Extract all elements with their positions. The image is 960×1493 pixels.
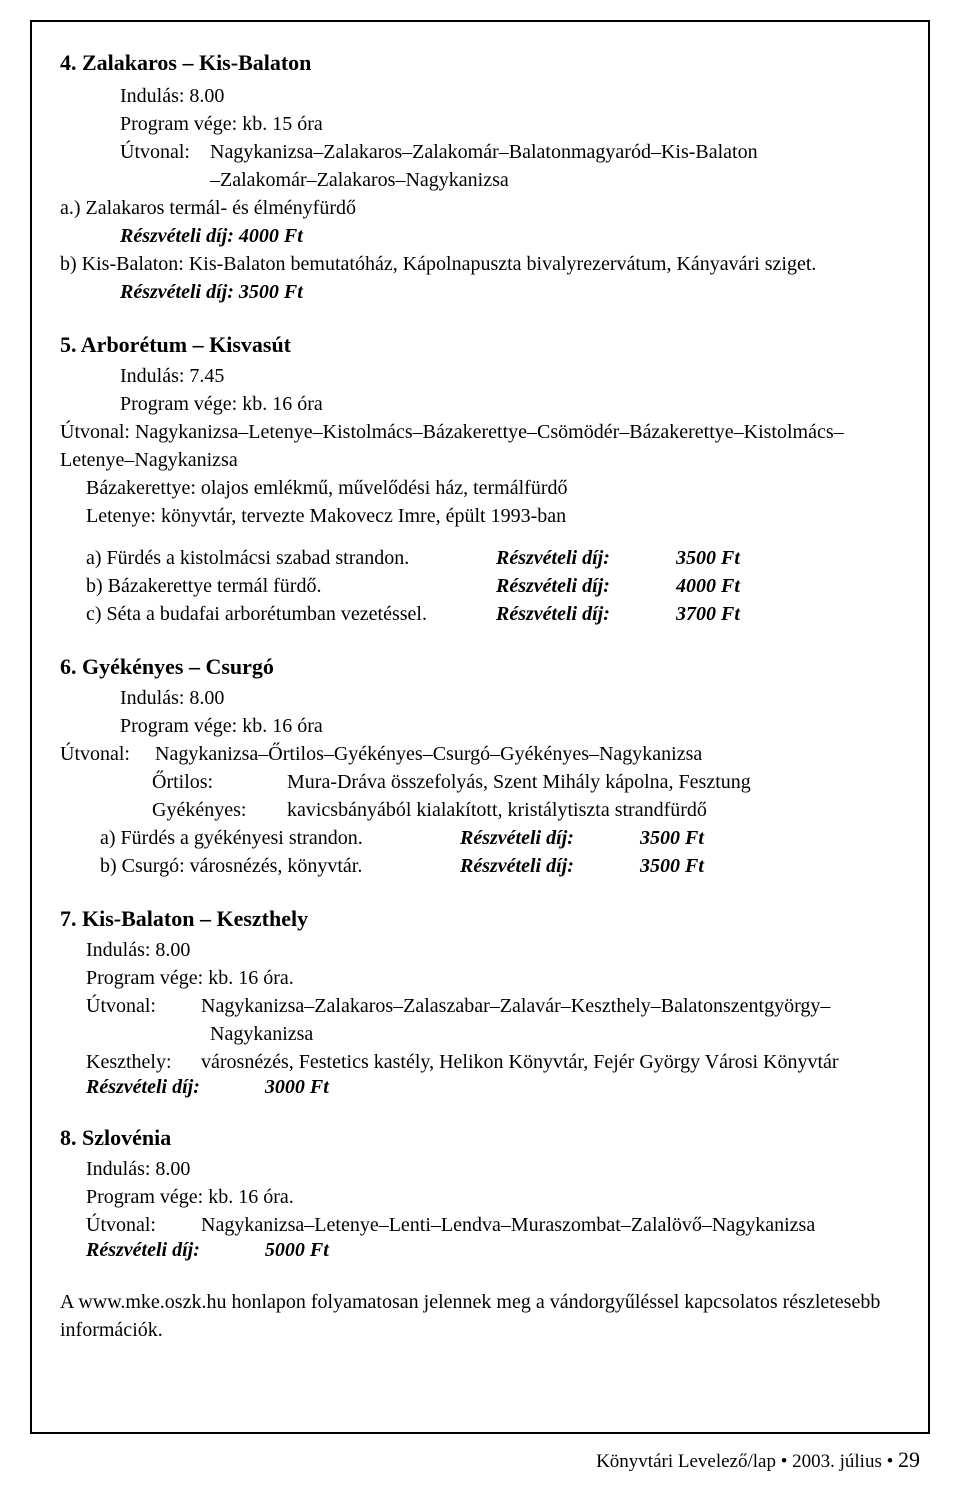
page: 4. Zalakaros – Kis-Balaton Indulás: 8.00… bbox=[0, 0, 960, 1493]
s6-route-label: Útvonal: bbox=[60, 743, 130, 765]
s5-note1: Bázakerettye: olajos emlékmű, művelődési… bbox=[86, 474, 900, 502]
s7-fee-amount: 3000 Ft bbox=[265, 1076, 329, 1098]
s8-route-text: Nagykanizsa–Letenye–Lenti–Lendva–Muraszo… bbox=[201, 1214, 815, 1236]
section-8: 8. Szlovénia Indulás: 8.00 Program vége:… bbox=[60, 1125, 900, 1262]
s5-route: Útvonal: Nagykanizsa–Letenye–Kistolmács–… bbox=[60, 418, 900, 474]
s5-option-a-row: a) Fürdés a kistolmácsi szabad strandon.… bbox=[86, 544, 900, 572]
s7-keszt-text: városnézés, Festetics kastély, Helikon K… bbox=[201, 1051, 839, 1073]
s5-option-a-amount: 3500 Ft bbox=[676, 544, 796, 572]
s4-route-line2: –Zalakomár–Zalakaros–Nagykanizsa bbox=[210, 166, 900, 194]
s8-departure: Indulás: 8.00 bbox=[86, 1155, 900, 1183]
s6-program-end: Program vége: kb. 16 óra bbox=[120, 712, 900, 740]
s7-keszthely-line: Keszthely: városnézés, Festetics kastély… bbox=[86, 1048, 900, 1076]
s5-option-c-fee-label: Részvételi díj: bbox=[496, 600, 676, 628]
s6-departure: Indulás: 8.00 bbox=[120, 684, 900, 712]
s6-option-b-row: b) Csurgó: városnézés, könyvtár. Részvét… bbox=[100, 852, 900, 880]
s8-fee-label: Részvételi díj: bbox=[86, 1239, 200, 1261]
s7-fee-label: Részvételi díj: bbox=[86, 1076, 200, 1098]
s8-fee-amount: 5000 Ft bbox=[265, 1239, 329, 1261]
s4-route-text1: Nagykanizsa–Zalakaros–Zalakomár–Balatonm… bbox=[210, 141, 758, 163]
section-4: 4. Zalakaros – Kis-Balaton Indulás: 8.00… bbox=[60, 50, 900, 306]
s7-fee-line: Részvételi díj: 3000 Ft bbox=[86, 1076, 900, 1099]
s6-gyek-text: kavicsbányából kialakított, kristálytisz… bbox=[287, 799, 707, 821]
s4-route-label: Útvonal: bbox=[120, 141, 190, 163]
section-5: 5. Arborétum – Kisvasút Indulás: 7.45 Pr… bbox=[60, 332, 900, 628]
s4-fee-a: Részvételi díj: 4000 Ft bbox=[120, 222, 900, 250]
section-7-title: 7. Kis-Balaton – Keszthely bbox=[60, 906, 900, 932]
s7-route-label: Útvonal: bbox=[86, 992, 196, 1020]
s6-option-b-amount: 3500 Ft bbox=[640, 852, 760, 880]
s4-departure: Indulás: 8.00 bbox=[120, 82, 900, 110]
s5-option-b-fee-label: Részvételi díj: bbox=[496, 572, 676, 600]
s7-keszt-label: Keszthely: bbox=[86, 1048, 196, 1076]
section-6: 6. Gyékényes – Csurgó Indulás: 8.00 Prog… bbox=[60, 654, 900, 880]
s5-program-end: Program vége: kb. 16 óra bbox=[120, 390, 900, 418]
s7-route-line2: Nagykanizsa bbox=[210, 1020, 900, 1048]
section-4-title: 4. Zalakaros – Kis-Balaton bbox=[60, 50, 900, 76]
s5-option-b-desc: b) Bázakerettye termál fürdő. bbox=[86, 572, 496, 600]
s6-gyek-label: Gyékényes: bbox=[152, 796, 282, 824]
s6-ortilos-label: Őrtilos: bbox=[152, 768, 282, 796]
s8-route-line: Útvonal: Nagykanizsa–Letenye–Lenti–Lendv… bbox=[86, 1211, 900, 1239]
s4-program-end: Program vége: kb. 15 óra bbox=[120, 110, 900, 138]
section-6-title: 6. Gyékényes – Csurgó bbox=[60, 654, 900, 680]
s6-ortilos-text: Mura-Dráva összefolyás, Szent Mihály káp… bbox=[287, 771, 751, 793]
s5-option-a-desc: a) Fürdés a kistolmácsi szabad strandon. bbox=[86, 544, 496, 572]
s6-route-text: Nagykanizsa–Őrtilos–Gyékényes–Csurgó–Gyé… bbox=[155, 743, 702, 765]
s6-option-a-amount: 3500 Ft bbox=[640, 824, 760, 852]
s6-gyekenyes-line: Gyékényes: kavicsbányából kialakított, k… bbox=[152, 796, 900, 824]
s6-option-b-desc: b) Csurgó: városnézés, könyvtár. bbox=[100, 852, 460, 880]
footer-page-number: 29 bbox=[898, 1447, 920, 1472]
section-7: 7. Kis-Balaton – Keszthely Indulás: 8.00… bbox=[60, 906, 900, 1099]
s6-option-a-desc: a) Fürdés a gyékényesi strandon. bbox=[100, 824, 460, 852]
s6-route-line: Útvonal: Nagykanizsa–Őrtilos–Gyékényes–C… bbox=[60, 740, 900, 768]
s5-option-c-row: c) Séta a budafai arborétumban vezetésse… bbox=[86, 600, 900, 628]
s7-program-end: Program vége: kb. 16 óra. bbox=[86, 964, 900, 992]
content-frame: 4. Zalakaros – Kis-Balaton Indulás: 8.00… bbox=[30, 20, 930, 1434]
s7-route-line1: Útvonal: Nagykanizsa–Zalakaros–Zalaszaba… bbox=[86, 992, 900, 1020]
s5-note2: Letenye: könyvtár, tervezte Makovecz Imr… bbox=[86, 502, 900, 530]
closing-note: A www.mke.oszk.hu honlapon folyamatosan … bbox=[60, 1288, 900, 1344]
page-footer: Könyvtári Levelező/lap • 2003. július • … bbox=[596, 1447, 920, 1473]
s5-option-b-amount: 4000 Ft bbox=[676, 572, 796, 600]
s5-option-c-desc: c) Séta a budafai arborétumban vezetésse… bbox=[86, 600, 496, 628]
s6-option-a-fee-label: Részvételi díj: bbox=[460, 824, 640, 852]
section-8-title: 8. Szlovénia bbox=[60, 1125, 900, 1151]
s8-route-label: Útvonal: bbox=[86, 1211, 196, 1239]
s7-route-text1: Nagykanizsa–Zalakaros–Zalaszabar–Zalavár… bbox=[201, 995, 830, 1017]
s6-ortilos-line: Őrtilos: Mura-Dráva összefolyás, Szent M… bbox=[152, 768, 900, 796]
section-5-title: 5. Arborétum – Kisvasút bbox=[60, 332, 900, 358]
s8-fee-line: Részvételi díj: 5000 Ft bbox=[86, 1239, 900, 1262]
s5-departure: Indulás: 7.45 bbox=[120, 362, 900, 390]
s5-option-a-fee-label: Részvételi díj: bbox=[496, 544, 676, 572]
s4-fee-b: Részvételi díj: 3500 Ft bbox=[120, 278, 900, 306]
s4-option-a: a.) Zalakaros termál- és élményfürdő bbox=[60, 194, 900, 222]
footer-publication: Könyvtári Levelező/lap • 2003. július • bbox=[596, 1451, 898, 1472]
s5-option-b-row: b) Bázakerettye termál fürdő. Részvételi… bbox=[86, 572, 900, 600]
s6-option-a-row: a) Fürdés a gyékényesi strandon. Részvét… bbox=[100, 824, 900, 852]
s4-option-b: b) Kis-Balaton: Kis-Balaton bemutatóház,… bbox=[60, 250, 900, 278]
s6-option-b-fee-label: Részvételi díj: bbox=[460, 852, 640, 880]
s8-program-end: Program vége: kb. 16 óra. bbox=[86, 1183, 900, 1211]
s7-departure: Indulás: 8.00 bbox=[86, 936, 900, 964]
s4-route-line1: Útvonal: Nagykanizsa–Zalakaros–Zalakomár… bbox=[120, 138, 900, 166]
s5-option-c-amount: 3700 Ft bbox=[676, 600, 796, 628]
